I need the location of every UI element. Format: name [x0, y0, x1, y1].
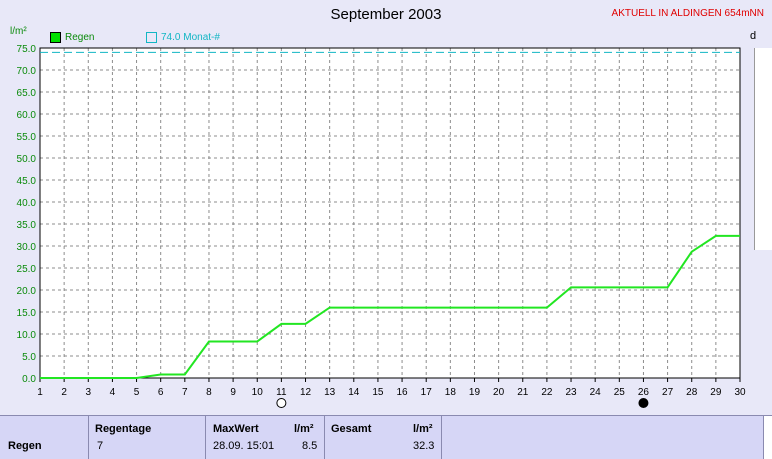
x-tick-label: 14 [348, 387, 360, 398]
y-tick-label: 30.0 [17, 242, 37, 253]
y-tick-label: 15.0 [17, 308, 37, 319]
x-tick-label: 27 [662, 387, 674, 398]
x-tick-label: 2 [61, 387, 67, 398]
y-tick-label: 55.0 [17, 132, 37, 143]
y-tick-label: 20.0 [17, 286, 37, 297]
x-tick-label: 3 [85, 387, 91, 398]
x-tick-label: 30 [734, 387, 746, 398]
total-header: Gesamt [331, 423, 372, 435]
y-tick-label: 45.0 [17, 176, 37, 187]
right-axis-label: d [750, 30, 757, 42]
x-tick-label: 13 [324, 387, 336, 398]
summary-table: Regen Regentage 7 MaxWert l/m² 28.09. 15… [0, 415, 772, 459]
max-value-time: 28.09. 15:01 [213, 440, 275, 452]
x-tick-label: 15 [372, 387, 384, 398]
rain-chart: 0.0 5.0 10.0 15.0 20.0 25.0 30.0 35.0 40.0 45.0 50… [17, 44, 746, 408]
x-tick-label: 8 [206, 387, 212, 398]
x-tick-label: 19 [469, 387, 481, 398]
total-value: 32.3 [413, 440, 435, 452]
legend-rain-label: Regen [65, 32, 95, 43]
rain-days-header: Regentage [95, 423, 152, 435]
full-moon-icon [276, 398, 287, 408]
plot-area [40, 48, 740, 378]
x-tick-label: 22 [541, 387, 553, 398]
x-tick-label: 26 [638, 387, 650, 398]
x-tick-label: 6 [158, 387, 164, 398]
y-axis-unit: l/m² [10, 26, 27, 37]
max-value-header: MaxWert [213, 423, 259, 435]
y-tick-label: 65.0 [17, 88, 37, 99]
x-tick-label: 12 [300, 387, 312, 398]
empty-cell [441, 416, 764, 459]
rain-days-value: 7 [97, 440, 104, 452]
y-tick-label: 25.0 [17, 264, 37, 275]
y-tick-label: 35.0 [17, 220, 37, 231]
x-tick-label: 25 [614, 387, 626, 398]
legend-month: 74.0 Monat-# [146, 32, 220, 43]
right-panel-strip [754, 48, 772, 250]
y-tick-label: 60.0 [17, 110, 37, 121]
new-moon-icon [638, 398, 649, 408]
x-tick-label: 11 [276, 387, 287, 398]
table-scroll-edge [763, 416, 772, 459]
station-label: AKTUELL IN ALDINGEN 654mNN [611, 8, 764, 19]
rain-series-line [40, 234, 740, 379]
x-tick-label: 29 [710, 387, 722, 398]
chart-title: September 2003 [330, 6, 442, 23]
x-tick-label: 1 [37, 387, 43, 398]
plot-border [39, 47, 741, 379]
total-unit: l/m² [413, 423, 433, 435]
max-value-amount: 8.5 [302, 440, 318, 452]
x-tick-label: 20 [493, 387, 505, 398]
x-tick-label: 5 [134, 387, 140, 398]
x-tick-label: 4 [110, 387, 116, 398]
y-tick-label: 5.0 [22, 352, 36, 363]
row-label-regen: Regen [8, 440, 42, 452]
x-tick-label: 18 [445, 387, 457, 398]
x-tick-label: 17 [421, 387, 433, 398]
max-value-cell: MaxWert l/m² 28.09. 15:01 8.5 [205, 416, 324, 459]
y-tick-label: 40.0 [17, 198, 37, 209]
x-tick-label: 24 [590, 387, 602, 398]
x-tick-label: 7 [182, 387, 188, 398]
rain-days-cell: Regentage 7 [88, 416, 205, 459]
legend-month-label: 74.0 Monat-# [161, 32, 220, 43]
total-cell: Gesamt l/m² 32.3 [324, 416, 441, 459]
y-tick-label: 75.0 [17, 44, 37, 55]
y-tick-label: 50.0 [17, 154, 37, 165]
x-tick-label: 21 [517, 387, 529, 398]
legend-month-swatch [146, 32, 157, 43]
legend-rain-swatch [50, 32, 61, 43]
x-tick-label: 9 [230, 387, 236, 398]
y-tick-label: 10.0 [17, 330, 37, 341]
x-tick-label: 16 [397, 387, 409, 398]
y-tick-label: 70.0 [17, 66, 37, 77]
x-tick-label: 23 [565, 387, 577, 398]
x-tick-label: 10 [252, 387, 264, 398]
x-tick-label: 28 [686, 387, 698, 398]
y-tick-label: 0.0 [22, 374, 36, 385]
legend-rain: Regen [50, 32, 94, 43]
max-value-unit: l/m² [294, 423, 314, 435]
